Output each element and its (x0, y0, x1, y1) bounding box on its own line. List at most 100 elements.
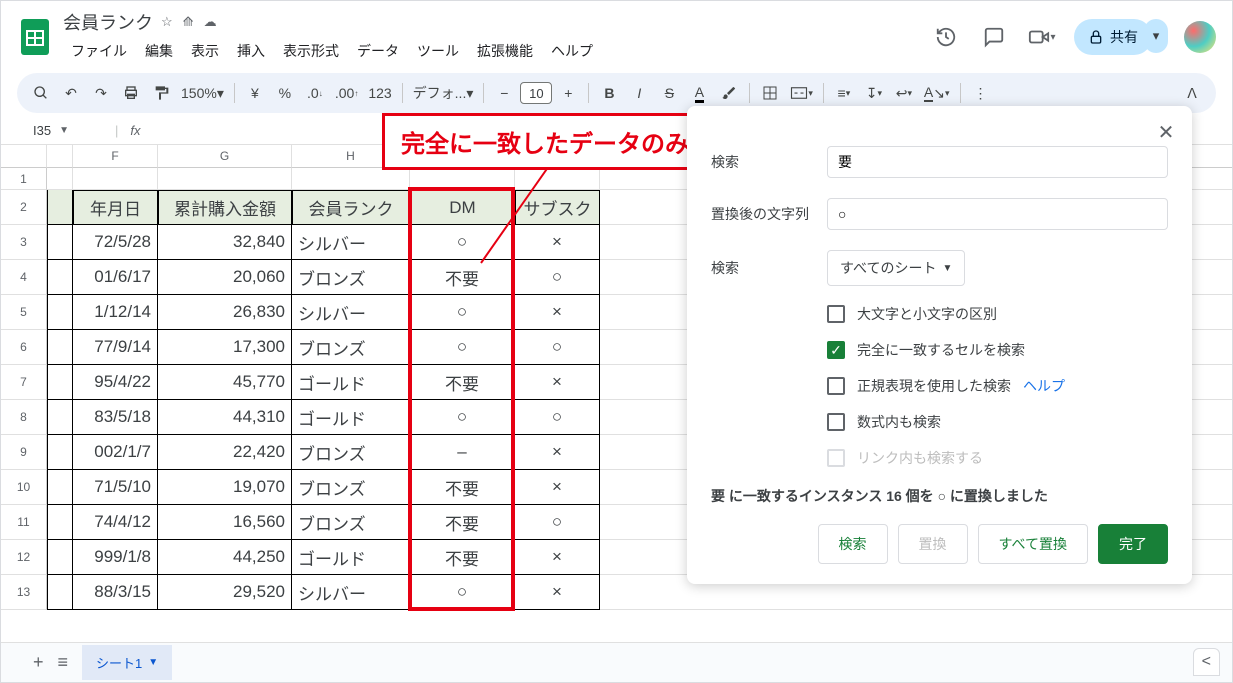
menu-編集[interactable]: 編集 (137, 37, 181, 65)
menu-データ[interactable]: データ (349, 37, 407, 65)
avatar[interactable] (1184, 21, 1216, 53)
cell-H-10[interactable]: ブロンズ (292, 470, 410, 505)
wrap-btn[interactable]: ↩ ▾ (890, 79, 918, 107)
cell-I-13[interactable]: ○ (410, 575, 515, 610)
print-icon[interactable] (117, 79, 145, 107)
cell-H-13[interactable]: シルバー (292, 575, 410, 610)
meet-icon[interactable]: ▾ (1026, 21, 1058, 53)
case-checkbox[interactable] (827, 305, 845, 323)
search-scope-select[interactable]: すべてのシート ▼ (827, 250, 965, 286)
cell-H-3[interactable]: シルバー (292, 225, 410, 260)
menu-挿入[interactable]: 挿入 (229, 37, 273, 65)
merge-btn[interactable]: ▾ (786, 79, 817, 107)
cell-F-12[interactable]: 999/1/8 (73, 540, 158, 575)
borders-btn[interactable] (756, 79, 784, 107)
num-format-btn[interactable]: 123 (364, 79, 395, 107)
share-dropdown[interactable]: ▾ (1144, 19, 1168, 53)
zoom-select[interactable]: 150% ▾ (177, 79, 228, 107)
cell-H-9[interactable]: ブロンズ (292, 435, 410, 470)
sheets-logo[interactable] (17, 19, 53, 55)
replace-button[interactable]: 置換 (898, 524, 968, 564)
cell-J-7[interactable]: × (515, 365, 600, 400)
cell-I-10[interactable]: 不要 (410, 470, 515, 505)
cell-G-7[interactable]: 45,770 (158, 365, 292, 400)
cloud-icon[interactable]: ☁ (204, 14, 217, 30)
inc-font-btn[interactable]: + (554, 79, 582, 107)
cell-J-11[interactable]: ○ (515, 505, 600, 540)
cell-F-10[interactable]: 71/5/10 (73, 470, 158, 505)
find-input[interactable] (827, 146, 1168, 178)
cell-F-9[interactable]: 002/1/7 (73, 435, 158, 470)
table-header-H[interactable]: 会員ランク (292, 190, 410, 225)
cell-F-3[interactable]: 72/5/28 (73, 225, 158, 260)
menu-表示[interactable]: 表示 (183, 37, 227, 65)
exact-checkbox[interactable]: ✓ (827, 341, 845, 359)
col-header-F[interactable]: F (73, 145, 158, 168)
rotate-btn[interactable]: A↘ ▾ (920, 79, 954, 107)
italic-btn[interactable]: I (625, 79, 653, 107)
cell-F-7[interactable]: 95/4/22 (73, 365, 158, 400)
cell-H-11[interactable]: ブロンズ (292, 505, 410, 540)
menu-ヘルプ[interactable]: ヘルプ (543, 37, 601, 65)
dec-decimal-btn[interactable]: .0↓ (301, 79, 329, 107)
comment-icon[interactable] (978, 21, 1010, 53)
cell-F-8[interactable]: 83/5/18 (73, 400, 158, 435)
cell-J-12[interactable]: × (515, 540, 600, 575)
cell-G-3[interactable]: 32,840 (158, 225, 292, 260)
search-icon[interactable] (27, 79, 55, 107)
regex-checkbox[interactable] (827, 377, 845, 395)
cell-F-13[interactable]: 88/3/15 (73, 575, 158, 610)
sheet-tab-1[interactable]: シート1 ▼ (82, 645, 172, 680)
text-color-btn[interactable]: A (685, 79, 713, 107)
history-icon[interactable] (930, 21, 962, 53)
name-box[interactable]: I35 ▼ (33, 123, 103, 138)
dialog-close-btn[interactable]: ✕ (1152, 118, 1180, 146)
menu-ファイル[interactable]: ファイル (63, 37, 135, 65)
cell-F-4[interactable]: 01/6/17 (73, 260, 158, 295)
cell-I-12[interactable]: 不要 (410, 540, 515, 575)
formula-checkbox[interactable] (827, 413, 845, 431)
cell-J-8[interactable]: ○ (515, 400, 600, 435)
cell-G-11[interactable]: 16,560 (158, 505, 292, 540)
cell-H-5[interactable]: シルバー (292, 295, 410, 330)
cell-I-4[interactable]: 不要 (410, 260, 515, 295)
cell-H-8[interactable]: ゴールド (292, 400, 410, 435)
font-select[interactable]: デフォ... ▾ (409, 79, 478, 107)
cell-H-12[interactable]: ゴールド (292, 540, 410, 575)
font-size-input[interactable]: 10 (520, 82, 552, 104)
cell-J-3[interactable]: × (515, 225, 600, 260)
cell-I-3[interactable]: ○ (410, 225, 515, 260)
cell-I-7[interactable]: 不要 (410, 365, 515, 400)
cell-I-6[interactable]: ○ (410, 330, 515, 365)
v-align-btn[interactable]: ↧ ▾ (860, 79, 888, 107)
table-header-I[interactable]: DM (410, 190, 515, 225)
cell-J-13[interactable]: × (515, 575, 600, 610)
cell-I-5[interactable]: ○ (410, 295, 515, 330)
star-icon[interactable]: ☆ (161, 14, 173, 30)
add-sheet-btn[interactable]: + (33, 652, 44, 673)
cell-J-9[interactable]: × (515, 435, 600, 470)
cell-G-10[interactable]: 19,070 (158, 470, 292, 505)
undo-icon[interactable]: ↶ (57, 79, 85, 107)
replace-input[interactable] (827, 198, 1168, 230)
regex-help-link[interactable]: ヘルプ (1023, 376, 1065, 396)
cell-H-7[interactable]: ゴールド (292, 365, 410, 400)
doc-title[interactable]: 会員ランク (63, 9, 153, 35)
cell-G-8[interactable]: 44,310 (158, 400, 292, 435)
share-button[interactable]: 共有 (1074, 19, 1152, 55)
paint-format-icon[interactable] (147, 79, 175, 107)
move-icon[interactable]: ⟰ (183, 14, 194, 30)
strike-btn[interactable]: S (655, 79, 683, 107)
cell-J-10[interactable]: × (515, 470, 600, 505)
toolbar-expand-btn[interactable]: ᐱ (1178, 79, 1206, 107)
cell-I-8[interactable]: ○ (410, 400, 515, 435)
cell-J-4[interactable]: ○ (515, 260, 600, 295)
cell-H-4[interactable]: ブロンズ (292, 260, 410, 295)
cell-F-11[interactable]: 74/4/12 (73, 505, 158, 540)
find-button[interactable]: 検索 (818, 524, 888, 564)
cell-I-11[interactable]: 不要 (410, 505, 515, 540)
all-sheets-btn[interactable]: ≡ (58, 652, 69, 673)
cell-G-4[interactable]: 20,060 (158, 260, 292, 295)
cell-I-9[interactable]: – (410, 435, 515, 470)
bold-btn[interactable]: B (595, 79, 623, 107)
